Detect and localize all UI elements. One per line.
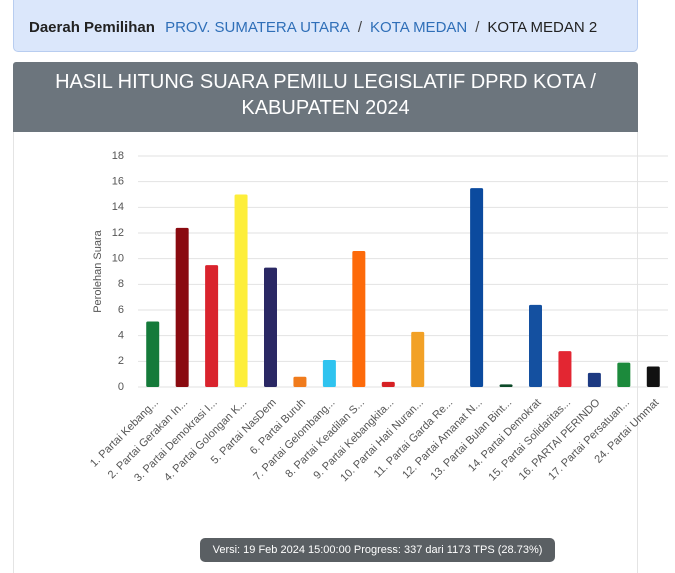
y-tick-label: 10 xyxy=(112,253,124,265)
y-tick-label: 4 xyxy=(118,330,124,342)
bar xyxy=(175,227,189,387)
card-title: HASIL HITUNG SUARA PEMILU LEGISLATIF DPR… xyxy=(13,62,638,132)
card-body xyxy=(13,132,638,573)
bar xyxy=(146,321,160,387)
breadcrumb-link[interactable]: PROV. SUMATERA UTARA xyxy=(165,19,350,36)
status-footer: Versi: 19 Feb 2024 15:00:00 Progress: 33… xyxy=(200,538,555,562)
bar xyxy=(264,267,277,387)
y-tick-label: 18 xyxy=(112,150,124,162)
bar xyxy=(617,362,631,387)
y-tick-label: 0 xyxy=(118,381,124,393)
bar xyxy=(558,351,572,387)
bar xyxy=(411,331,425,387)
y-tick-label: 16 xyxy=(112,176,124,188)
y-tick-label: 14 xyxy=(112,201,124,213)
y-tick-label: 8 xyxy=(118,278,124,290)
breadcrumb-link[interactable]: KOTA MEDAN xyxy=(370,19,468,36)
bar xyxy=(587,372,601,387)
y-tick-label: 12 xyxy=(112,227,124,239)
bar xyxy=(322,360,336,387)
bar xyxy=(470,188,484,387)
breadcrumb-label: Daerah Pemilihan xyxy=(29,19,155,36)
bar xyxy=(529,304,542,387)
y-tick-label: 2 xyxy=(118,355,124,367)
bar xyxy=(293,376,307,387)
bar xyxy=(381,381,395,387)
y-axis-label: Perolehan Suara xyxy=(92,229,104,312)
bar xyxy=(205,265,219,387)
bar xyxy=(646,366,660,387)
breadcrumb-current: KOTA MEDAN 2 xyxy=(487,19,598,36)
breadcrumb: Daerah Pemilihan PROV. SUMATERA UTARA / KO… xyxy=(13,0,638,52)
breadcrumb-separator: / xyxy=(475,19,480,36)
bar xyxy=(352,250,366,387)
breadcrumb-separator: / xyxy=(357,19,362,36)
bar xyxy=(234,194,248,387)
y-tick-label: 6 xyxy=(118,304,124,316)
bar xyxy=(499,384,513,387)
